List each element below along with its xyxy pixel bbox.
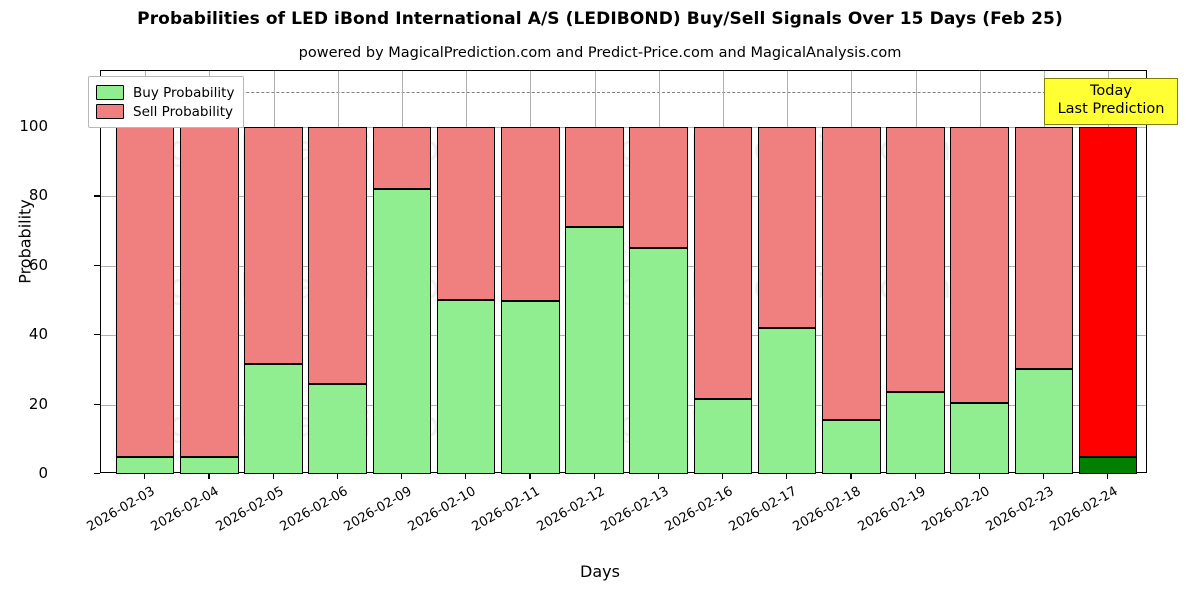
today-annotation: Today Last Prediction <box>1044 78 1178 126</box>
y-axis-tick-label: 20 <box>28 394 48 413</box>
bar-group[interactable] <box>822 71 881 474</box>
x-axis-tick-mark <box>144 473 146 479</box>
today-annotation-line1: Today <box>1090 83 1132 99</box>
reference-line <box>101 92 1146 94</box>
x-axis-tick-mark <box>400 473 403 479</box>
chart-legend: Buy Probability Sell Probability <box>88 76 245 128</box>
bar-segment-sell[interactable] <box>565 127 624 227</box>
bar-segment-sell[interactable] <box>629 127 688 248</box>
bar-segment-buy[interactable] <box>693 399 753 474</box>
bar-segment-sell[interactable] <box>886 127 945 393</box>
bar-segment-sell[interactable] <box>757 127 817 328</box>
bar-segment-sell[interactable] <box>372 127 432 189</box>
chart-title: Probabilities of LED iBond International… <box>137 9 1063 29</box>
legend-swatch-buy <box>96 85 124 100</box>
y-axis-tick-label: 80 <box>28 186 48 205</box>
bar-group[interactable] <box>436 71 496 474</box>
x-axis-tick-mark <box>850 473 852 479</box>
y-axis-tick-mark <box>94 473 100 475</box>
bar-segment-buy[interactable] <box>308 383 367 474</box>
bar-group[interactable] <box>115 71 175 474</box>
bar-group[interactable] <box>501 71 560 474</box>
bar-segment-buy[interactable] <box>501 301 560 474</box>
legend-label-sell: Sell Probability <box>133 103 234 120</box>
y-axis-tick-label: 100 <box>19 117 48 135</box>
bar-segment-sell[interactable] <box>115 127 175 457</box>
bar-segment-sell[interactable] <box>822 127 881 421</box>
bar-segment-sell[interactable] <box>1014 127 1074 370</box>
plot-area: MagicalAnalysis.comMagicalPrediction.com… <box>100 70 1147 474</box>
bar-group[interactable] <box>244 71 303 474</box>
today-annotation-line2: Last Prediction <box>1057 100 1165 117</box>
bar-group[interactable] <box>757 71 817 474</box>
bar-segment-buy[interactable] <box>565 226 624 474</box>
bar-group[interactable] <box>629 71 688 474</box>
bar-group[interactable] <box>308 71 367 474</box>
bar-segment-buy[interactable] <box>757 327 817 474</box>
y-axis-tick-mark <box>94 403 100 405</box>
bar-group[interactable] <box>886 71 945 474</box>
y-axis-tick-label: 60 <box>28 255 48 274</box>
chart-subtitle: powered by MagicalPrediction.com and Pre… <box>298 45 902 61</box>
bar-group[interactable] <box>1014 71 1074 474</box>
x-axis-tick-mark <box>786 473 788 479</box>
bar-segment-buy[interactable] <box>180 456 239 474</box>
bar-group[interactable] <box>372 71 432 474</box>
x-axis-tick-mark <box>465 473 467 479</box>
legend-swatch-sell <box>96 104 124 119</box>
bar-segment-buy[interactable] <box>950 402 1009 474</box>
bar-segment-buy[interactable] <box>822 420 881 474</box>
x-axis-label: Days <box>580 562 620 581</box>
y-axis-tick-label: 0 <box>38 464 48 482</box>
bar-group[interactable] <box>180 71 239 474</box>
bar-segment-sell[interactable] <box>501 127 560 302</box>
bar-segment-buy[interactable] <box>1014 369 1074 474</box>
y-axis-tick-label: 40 <box>28 325 48 344</box>
x-axis-tick-mark <box>1042 473 1045 479</box>
bar-segment-sell[interactable] <box>180 127 239 457</box>
bar-segment-sell[interactable] <box>308 127 367 384</box>
legend-item-sell[interactable]: Sell Probability <box>96 102 234 121</box>
bar-segment-buy[interactable] <box>372 188 432 474</box>
bar-segment-sell[interactable] <box>693 127 753 400</box>
x-axis-tick-mark <box>721 473 724 479</box>
bar-segment-buy[interactable] <box>436 299 496 474</box>
bar-segment-sell[interactable] <box>950 127 1009 403</box>
bar-segment-sell[interactable] <box>436 127 496 300</box>
bar-group[interactable] <box>950 71 1009 474</box>
x-axis-tick-mark <box>208 473 210 479</box>
x-axis-tick-mark <box>1107 473 1109 479</box>
bar-group[interactable] <box>1078 71 1138 474</box>
x-axis-tick-mark <box>529 473 531 479</box>
x-axis-tick-mark <box>593 473 595 479</box>
x-axis-tick-mark <box>978 473 980 479</box>
bar-group[interactable] <box>565 71 624 474</box>
bar-segment-sell[interactable] <box>1078 127 1138 457</box>
y-axis-tick-mark <box>94 334 100 336</box>
y-axis-tick-mark <box>94 264 100 267</box>
bar-group[interactable] <box>693 71 753 474</box>
bar-segment-buy[interactable] <box>886 392 945 474</box>
y-axis-label: Probability <box>15 199 35 284</box>
bar-segment-buy[interactable] <box>115 456 175 474</box>
legend-label-buy: Buy Probability <box>133 84 235 101</box>
bar-segment-sell[interactable] <box>244 127 303 364</box>
x-axis-tick-mark <box>914 473 916 479</box>
bar-segment-buy[interactable] <box>1078 456 1138 474</box>
bar-segment-buy[interactable] <box>629 247 688 474</box>
x-axis-tick-mark <box>657 473 659 479</box>
y-axis-tick-mark <box>94 195 100 197</box>
bar-segment-buy[interactable] <box>244 363 303 474</box>
legend-item-buy[interactable]: Buy Probability <box>96 83 234 102</box>
x-axis-tick-mark <box>336 473 338 479</box>
x-axis-tick-mark <box>272 473 274 479</box>
